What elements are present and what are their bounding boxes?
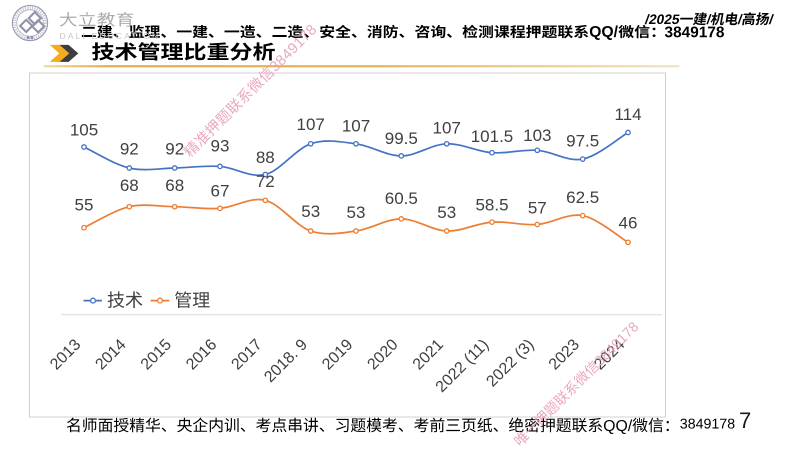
svg-text:2024: 2024 bbox=[591, 336, 628, 373]
svg-text:2017: 2017 bbox=[228, 336, 265, 373]
svg-text:103: 103 bbox=[523, 126, 551, 145]
svg-text:2018. 9: 2018. 9 bbox=[261, 336, 311, 386]
svg-text:53: 53 bbox=[301, 202, 320, 221]
svg-text:2022 (3): 2022 (3) bbox=[483, 336, 537, 390]
svg-text:58.5: 58.5 bbox=[475, 196, 508, 215]
svg-text:92: 92 bbox=[165, 140, 184, 159]
svg-text:62.5: 62.5 bbox=[566, 188, 599, 207]
svg-text:60.5: 60.5 bbox=[385, 189, 418, 208]
svg-text:92: 92 bbox=[120, 139, 139, 158]
svg-text:107: 107 bbox=[342, 116, 370, 135]
svg-text:57: 57 bbox=[528, 199, 547, 218]
svg-text:93: 93 bbox=[211, 137, 230, 156]
svg-text:2019: 2019 bbox=[319, 336, 356, 373]
svg-text:68: 68 bbox=[120, 176, 139, 195]
svg-text:2015: 2015 bbox=[138, 336, 175, 373]
svg-text:2023: 2023 bbox=[546, 336, 583, 373]
svg-text:2020: 2020 bbox=[364, 336, 401, 373]
svg-text:105: 105 bbox=[70, 121, 98, 140]
svg-text:2013: 2013 bbox=[47, 336, 84, 373]
svg-text:2021: 2021 bbox=[410, 336, 447, 373]
svg-text:88: 88 bbox=[256, 148, 275, 167]
svg-text:99.5: 99.5 bbox=[385, 129, 418, 148]
svg-text:2016: 2016 bbox=[183, 336, 220, 373]
svg-text:53: 53 bbox=[437, 203, 456, 222]
svg-text:107: 107 bbox=[433, 119, 461, 138]
svg-text:107: 107 bbox=[297, 115, 325, 134]
svg-text:97.5: 97.5 bbox=[566, 131, 599, 150]
svg-text:101.5: 101.5 bbox=[471, 127, 514, 146]
svg-text:67: 67 bbox=[211, 181, 230, 200]
svg-text:55: 55 bbox=[75, 195, 94, 214]
svg-text:53: 53 bbox=[347, 203, 366, 222]
svg-text:72: 72 bbox=[256, 172, 275, 191]
svg-text:114: 114 bbox=[614, 105, 641, 124]
svg-text:46: 46 bbox=[619, 213, 638, 232]
svg-text:2014: 2014 bbox=[92, 336, 129, 373]
svg-text:68: 68 bbox=[165, 176, 184, 195]
